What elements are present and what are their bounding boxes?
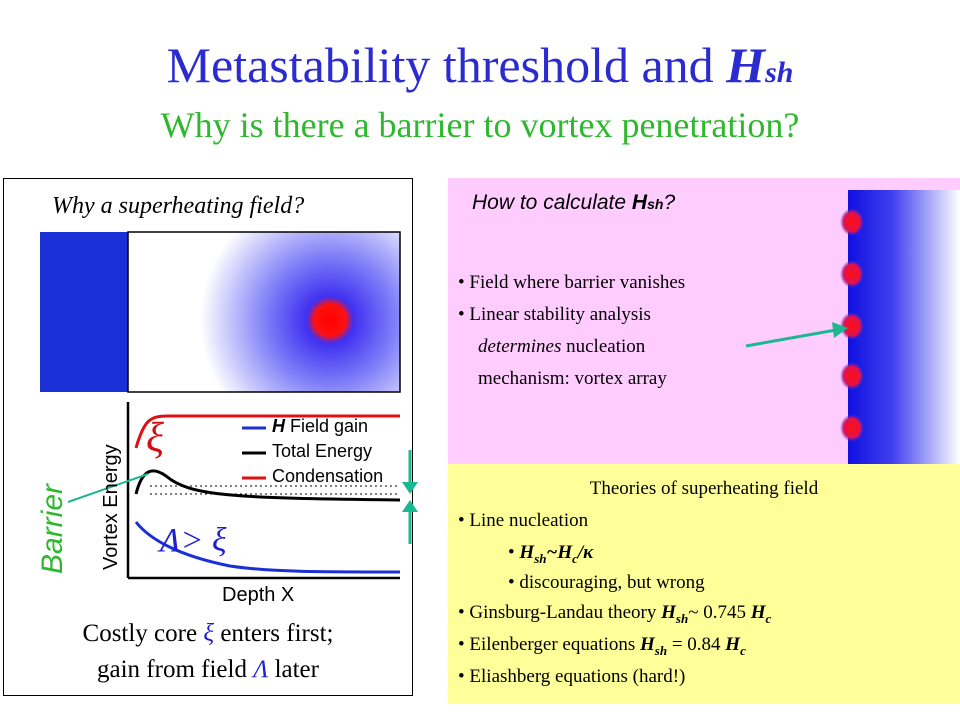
bullet-barrier-vanishes: • Field where barrier vanishes bbox=[458, 272, 686, 293]
slide-title: Metastability threshold and Hsh bbox=[166, 37, 794, 93]
field-gain-curve bbox=[134, 521, 401, 574]
left-heading: Why a superheating field? bbox=[52, 193, 305, 219]
plot-x-label: Depth X bbox=[222, 584, 295, 606]
legend-field-gain: H Field gain bbox=[272, 416, 369, 436]
bullet-stability-line2: determines nucleation bbox=[478, 336, 646, 357]
left-panel bbox=[3, 178, 413, 696]
xi-symbol: ξ bbox=[146, 415, 164, 461]
vortex-dot bbox=[840, 414, 864, 442]
vortex-array-strip bbox=[848, 190, 960, 464]
vortex-pointer-arrowhead bbox=[832, 322, 848, 338]
theory-eliashberg: • Eliashberg equations (hard!) bbox=[458, 666, 686, 687]
caption-line-2: gain from field Λ later bbox=[97, 656, 319, 683]
arrow-up-head bbox=[402, 500, 418, 512]
total-energy-curve bbox=[134, 469, 401, 502]
vortex-dot bbox=[840, 260, 864, 288]
arrow-down-head bbox=[402, 482, 418, 494]
caption-line-1: Costly core ξ enters first; bbox=[82, 620, 334, 647]
theory-eilenberger: • Eilenberger equations Hsh = 0.84 Hc bbox=[458, 634, 746, 658]
slide-subtitle: Why is there a barrier to vortex penetra… bbox=[160, 105, 800, 145]
theories-panel bbox=[448, 464, 960, 704]
bullet-stability-line3: mechanism: vortex array bbox=[478, 368, 667, 389]
vortex-dot bbox=[840, 208, 864, 236]
vortex-dot bbox=[840, 312, 864, 340]
legend-condensation: Condensation bbox=[272, 466, 384, 486]
theories-heading: Theories of superheating field bbox=[589, 478, 819, 499]
vortex-pointer-arrow bbox=[745, 328, 837, 348]
theory-line-nucleation-note: • discouraging, but wrong bbox=[508, 572, 705, 593]
theory-ginsburg-landau: • Ginsburg-Landau theory Hsh~ 0.745 Hc bbox=[458, 602, 772, 626]
vortex-dot bbox=[840, 362, 864, 390]
bullet-stability-analysis: • Linear stability analysis bbox=[458, 304, 651, 325]
theory-line-nucleation-formula: • Hsh~Hc/κ bbox=[508, 542, 594, 566]
method-heading: How to calculate Hsh? bbox=[472, 191, 676, 214]
theory-line-nucleation: • Line nucleation bbox=[458, 510, 589, 531]
barrier-pointer bbox=[67, 473, 149, 503]
vortex-region bbox=[127, 231, 401, 393]
legend-total-energy: Total Energy bbox=[272, 441, 373, 461]
condensation-curve bbox=[134, 414, 400, 449]
superconductor-block bbox=[40, 232, 128, 392]
lambda-label: Λ> ξ bbox=[160, 522, 227, 559]
